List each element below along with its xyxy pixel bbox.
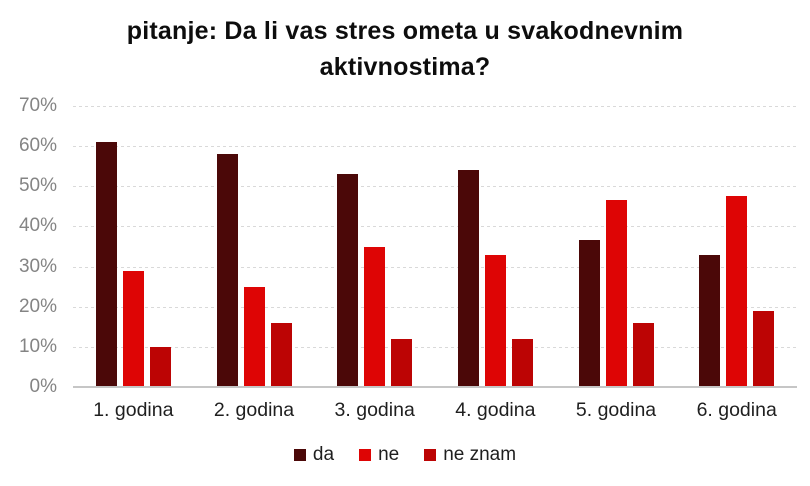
y-axis-tick-label: 40% <box>18 215 57 237</box>
bar-da <box>216 154 238 387</box>
legend-label: da <box>312 444 335 465</box>
bar-ne-znam <box>270 322 292 387</box>
y-axis-tick-label: 30% <box>18 255 57 277</box>
bar-da <box>578 240 600 387</box>
legend-swatch-da <box>293 449 306 461</box>
gridline <box>73 146 797 148</box>
y-axis-tick-label: 60% <box>18 135 57 157</box>
legend-item-ne-znam: ne znam <box>424 444 516 466</box>
bar-ne <box>122 270 144 387</box>
bar-group <box>73 106 194 387</box>
bar-group <box>676 106 797 387</box>
bar-ne-znam <box>149 346 171 387</box>
bar-ne-znam <box>391 338 413 387</box>
bar-da <box>337 174 359 387</box>
bar-ne-znam <box>632 322 654 387</box>
bar-ne <box>484 254 506 387</box>
x-axis-category-label: 3. godina <box>334 399 415 421</box>
bar-ne <box>364 246 386 387</box>
bar-da <box>457 170 479 387</box>
x-axis-category-label: 1. godina <box>93 399 174 421</box>
legend: da ne ne znam <box>0 444 810 466</box>
bar-ne-znam <box>511 338 533 387</box>
bar-ne <box>243 286 265 387</box>
legend-swatch-ne-znam <box>424 449 437 461</box>
plot-area <box>73 106 797 388</box>
bar-group <box>194 106 315 387</box>
gridline <box>73 306 797 308</box>
legend-swatch-ne <box>359 449 372 461</box>
y-axis-tick-label: 20% <box>18 295 57 317</box>
x-axis-category-label: 2. godina <box>213 399 295 421</box>
x-axis-line <box>73 386 797 388</box>
legend-label: ne <box>378 444 400 465</box>
gridline <box>73 346 797 348</box>
y-axis-tick-label: 70% <box>18 95 57 116</box>
y-axis-tick-label: 50% <box>18 175 57 197</box>
bar-group <box>556 106 677 387</box>
legend-label: ne znam <box>443 444 517 465</box>
x-axis-category-labels: 1. godina 2. godina 3. godina 4. godina 5. g… <box>73 399 797 422</box>
gridline <box>73 226 797 228</box>
legend-item-da: da <box>293 444 335 466</box>
chart-title: pitanje: Da li vas stres ometa u svakodn… <box>126 17 684 82</box>
gridline <box>73 106 797 107</box>
bar-da <box>699 254 721 387</box>
x-axis-category-label: 5. godina <box>575 399 657 421</box>
bar-group <box>314 106 435 387</box>
bar-ne <box>605 200 627 387</box>
bar-ne-znam <box>753 310 775 387</box>
bar-ne <box>726 196 748 387</box>
legend-item-ne: ne <box>359 444 399 466</box>
bar-da <box>95 142 117 387</box>
bar-groups <box>73 106 797 387</box>
x-axis-category-label: 4. godina <box>455 399 536 421</box>
gridline <box>73 186 797 188</box>
x-axis-category-label: 6. godina <box>696 399 777 421</box>
gridline <box>73 266 797 268</box>
bar-group <box>435 106 556 387</box>
y-axis-tick-label: 10% <box>18 335 57 357</box>
y-axis-tick-label: 0% <box>29 376 57 397</box>
